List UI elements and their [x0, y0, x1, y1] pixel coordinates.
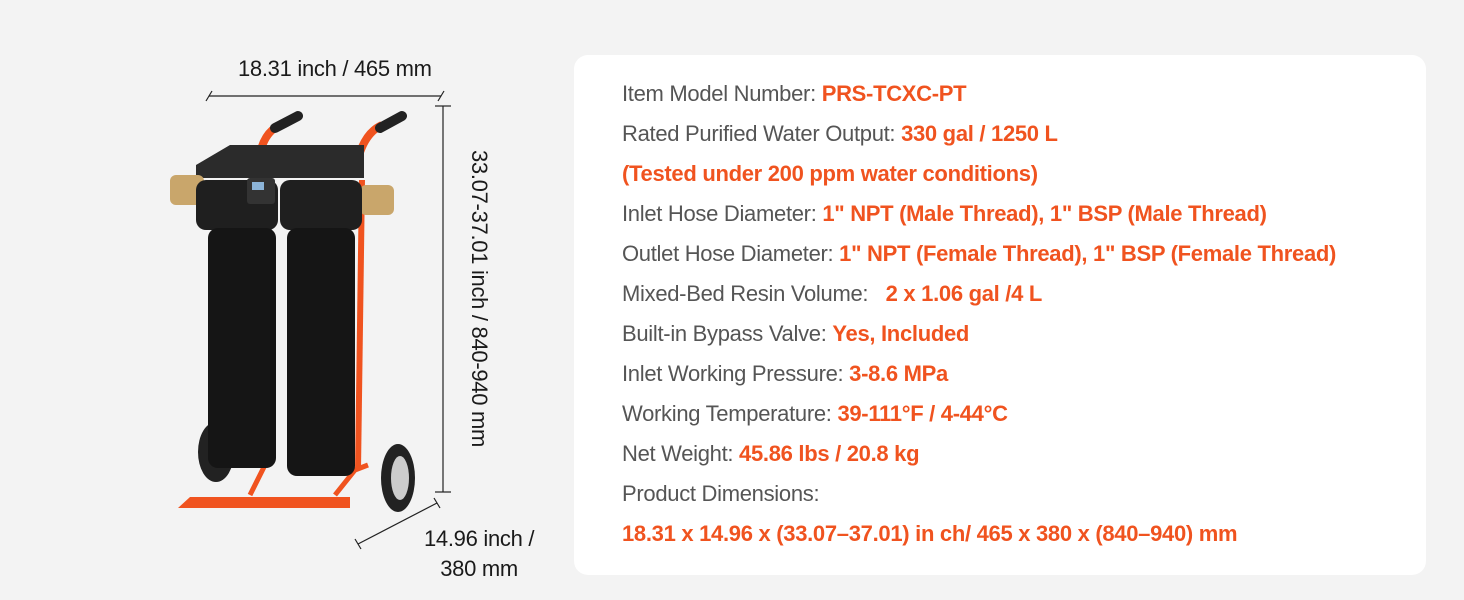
spec-value: (Tested under 200 ppm water conditions) — [622, 161, 1038, 186]
spec-label: Inlet Hose Diameter: — [622, 201, 823, 226]
depth-line-1: 14.96 inch / — [424, 526, 535, 551]
spec-value: Yes, Included — [832, 321, 970, 346]
spec-row: Product Dimensions: — [622, 481, 820, 507]
depth-dimension-label: 14.96 inch / 380 mm — [424, 524, 534, 584]
spec-label: Item Model Number: — [622, 81, 822, 106]
spec-row: 18.31 x 14.96 x (33.07–37.01) in ch/ 465… — [622, 521, 1238, 547]
spec-row: Built-in Bypass Valve: Yes, Included — [622, 321, 969, 347]
spec-row: Mixed-Bed Resin Volume: 2 x 1.06 gal /4 … — [622, 281, 1042, 307]
spec-row: Working Temperature: 39-111°F / 4-44°C — [622, 401, 1008, 427]
spec-value: 1" NPT (Female Thread), 1" BSP (Female T… — [839, 241, 1337, 266]
spec-row: Inlet Working Pressure: 3-8.6 MPa — [622, 361, 948, 387]
spec-label: Rated Purified Water Output: — [622, 121, 902, 146]
spec-label: Product Dimensions: — [622, 481, 820, 506]
water-filter-cart — [170, 111, 415, 512]
spec-value: 45.86 lbs / 20.8 kg — [739, 441, 920, 466]
depth-line-2: 380 mm — [440, 556, 518, 581]
spec-value: 2 x 1.06 gal /4 L — [885, 281, 1043, 306]
spec-label: Outlet Hose Diameter: — [622, 241, 840, 266]
dimension-lines — [205, 90, 451, 550]
spec-row: Net Weight: 45.86 lbs / 20.8 kg — [622, 441, 920, 467]
spec-value: 18.31 x 14.96 x (33.07–37.01) in ch/ 465… — [622, 521, 1238, 546]
spec-label: Working Temperature: — [622, 401, 838, 426]
specifications-card: Item Model Number: PRS-TCXC-PT Rated Puri… — [574, 55, 1426, 575]
spec-value: 3-8.6 MPa — [849, 361, 948, 386]
spec-label: Mixed-Bed Resin Volume: — [622, 281, 886, 306]
spec-row: Item Model Number: PRS-TCXC-PT — [622, 81, 967, 107]
spec-label: Built-in Bypass Valve: — [622, 321, 833, 346]
spec-value: 39-111°F / 4-44°C — [837, 401, 1008, 426]
spec-value: PRS-TCXC-PT — [821, 81, 967, 106]
spec-value: 1" NPT (Male Thread), 1" BSP (Male Threa… — [822, 201, 1267, 226]
width-dimension-label: 18.31 inch / 465 mm — [238, 56, 432, 81]
spec-value: 330 gal / 1250 L — [901, 121, 1058, 146]
spec-row: Outlet Hose Diameter: 1" NPT (Female Thr… — [622, 241, 1336, 267]
spec-row: Inlet Hose Diameter: 1" NPT (Male Thread… — [622, 201, 1267, 227]
spec-label: Net Weight: — [622, 441, 740, 466]
spec-label: Inlet Working Pressure: — [622, 361, 850, 386]
spec-row: (Tested under 200 ppm water conditions) — [622, 161, 1038, 187]
spec-row: Rated Purified Water Output: 330 gal / 1… — [622, 121, 1058, 147]
